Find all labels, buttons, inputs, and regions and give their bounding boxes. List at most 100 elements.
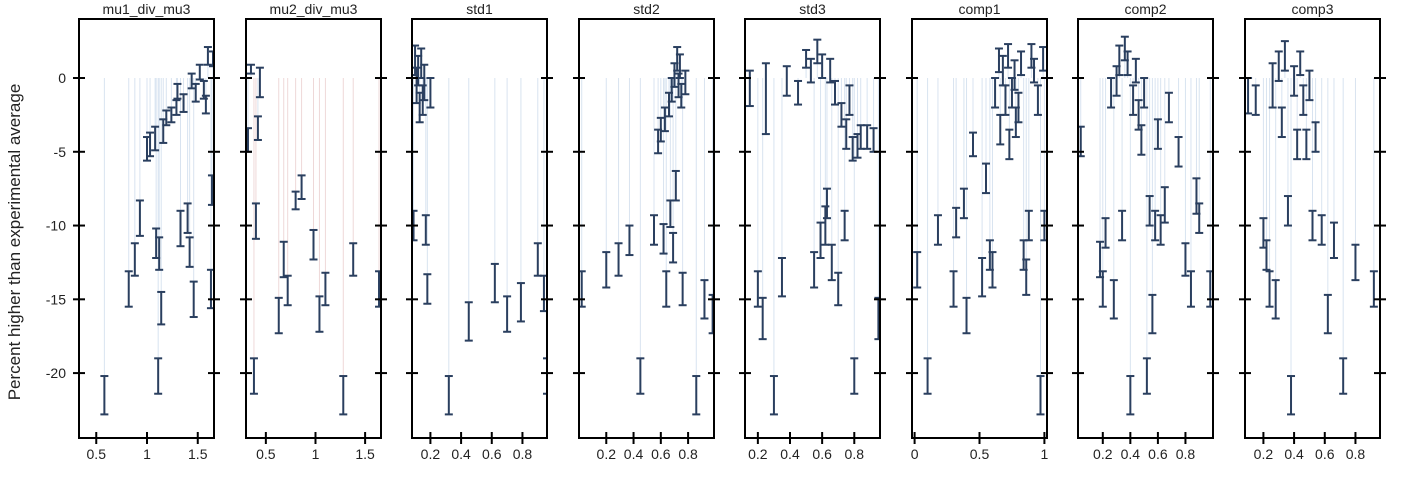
error-bar <box>1299 84 1308 116</box>
error-bar <box>1265 270 1274 308</box>
error-bar <box>802 48 811 69</box>
error-bar <box>162 109 171 127</box>
error-bar <box>662 270 671 308</box>
error-bar <box>1160 186 1169 224</box>
error-bar <box>1005 128 1014 161</box>
error-bar <box>1107 77 1116 109</box>
error-bar <box>315 295 324 333</box>
error-bar <box>678 271 687 307</box>
error-bar <box>426 77 435 109</box>
x-tick-label: 0.8 <box>678 446 698 462</box>
x-tick-label: 0.4 <box>1284 446 1304 462</box>
x-tick-label: 0.6 <box>1148 446 1168 462</box>
error-bar <box>962 296 971 335</box>
facet-title: comp3 <box>1291 1 1333 17</box>
x-tick-label: 0.2 <box>1093 446 1113 462</box>
error-bar <box>349 242 358 277</box>
x-tick-label: 0.2 <box>1254 446 1274 462</box>
error-bar <box>1323 293 1332 335</box>
facet-4: std3 0.2 0.4 0.6 0.8 <box>739 1 886 462</box>
error-bar <box>375 270 381 308</box>
facet-data <box>412 44 547 416</box>
x-tick-label: 0.4 <box>451 446 471 462</box>
facet-title: std3 <box>799 1 826 17</box>
error-bar <box>810 251 819 289</box>
facet-data <box>913 43 1047 416</box>
error-bar <box>203 46 212 66</box>
x-tick-label: 0.8 <box>1176 446 1196 462</box>
error-bar <box>1280 40 1289 72</box>
error-bar <box>1186 270 1195 308</box>
x-tick-label: 0.6 <box>651 446 671 462</box>
error-bar <box>959 187 968 220</box>
facet-title: std1 <box>466 1 493 17</box>
y-tick-label: 0 <box>58 70 66 86</box>
facet-6: comp2 0.2 0.4 0.6 0.8 <box>1072 1 1219 462</box>
x-tick-label: 0.2 <box>748 446 768 462</box>
error-bar <box>1174 136 1183 168</box>
error-bar <box>185 236 194 268</box>
error-bar <box>321 271 330 307</box>
x-tick-label: 0.4 <box>780 446 800 462</box>
facet-data <box>745 38 880 416</box>
error-bar <box>1305 69 1314 102</box>
error-bar <box>246 63 255 75</box>
error-bar <box>952 206 961 239</box>
error-bar <box>761 62 770 136</box>
error-bar <box>516 282 525 323</box>
error-bar <box>1274 50 1283 82</box>
error-bar <box>1001 84 1010 116</box>
error-bar <box>207 174 214 206</box>
facet-data <box>100 46 214 416</box>
error-bar <box>1109 279 1118 320</box>
error-bar <box>923 357 932 395</box>
error-bar <box>850 357 859 395</box>
x-tick-label: 1.5 <box>355 446 375 462</box>
error-bar <box>1271 279 1280 320</box>
facet-title: comp2 <box>1124 1 1166 17</box>
error-bar <box>671 169 680 202</box>
x-tick-label: 1 <box>312 446 320 462</box>
error-bar <box>692 375 701 416</box>
facet-frame <box>1077 18 1214 439</box>
x-tick-label: 0.4 <box>1121 446 1141 462</box>
error-bar <box>1153 118 1162 150</box>
error-bar <box>1131 57 1140 84</box>
error-bar <box>1101 217 1110 249</box>
error-bar <box>614 242 623 277</box>
error-bar <box>826 57 835 84</box>
facet-3: std2 0.2 0.4 0.6 0.8 <box>573 1 720 462</box>
error-bar <box>845 84 854 116</box>
error-bar <box>1181 242 1190 277</box>
error-bar <box>1022 258 1031 296</box>
facet-frame <box>744 18 881 439</box>
error-bar <box>1123 50 1132 77</box>
error-bar <box>675 53 684 80</box>
error-bar <box>1351 243 1360 282</box>
error-bar <box>753 270 762 308</box>
error-bar <box>988 251 997 289</box>
error-bar <box>816 221 825 260</box>
error-bar <box>708 293 714 335</box>
error-bar <box>251 202 260 240</box>
error-bar <box>1268 62 1277 109</box>
error-bar <box>933 214 942 246</box>
error-bar <box>831 79 839 106</box>
error-bar <box>253 115 262 141</box>
error-bar <box>1308 209 1317 242</box>
error-bar <box>420 63 429 102</box>
error-bar <box>996 113 1005 146</box>
x-tick-label: 0.6 <box>812 446 832 462</box>
error-bar <box>818 53 827 80</box>
error-bar <box>840 209 849 242</box>
facet-frame <box>411 18 548 439</box>
error-bar <box>1164 91 1173 124</box>
error-bar <box>1033 84 1042 116</box>
error-bar <box>100 375 109 416</box>
error-bar <box>1030 57 1039 84</box>
error-bar <box>135 199 144 237</box>
error-bar <box>291 190 300 211</box>
error-bar <box>827 243 836 282</box>
